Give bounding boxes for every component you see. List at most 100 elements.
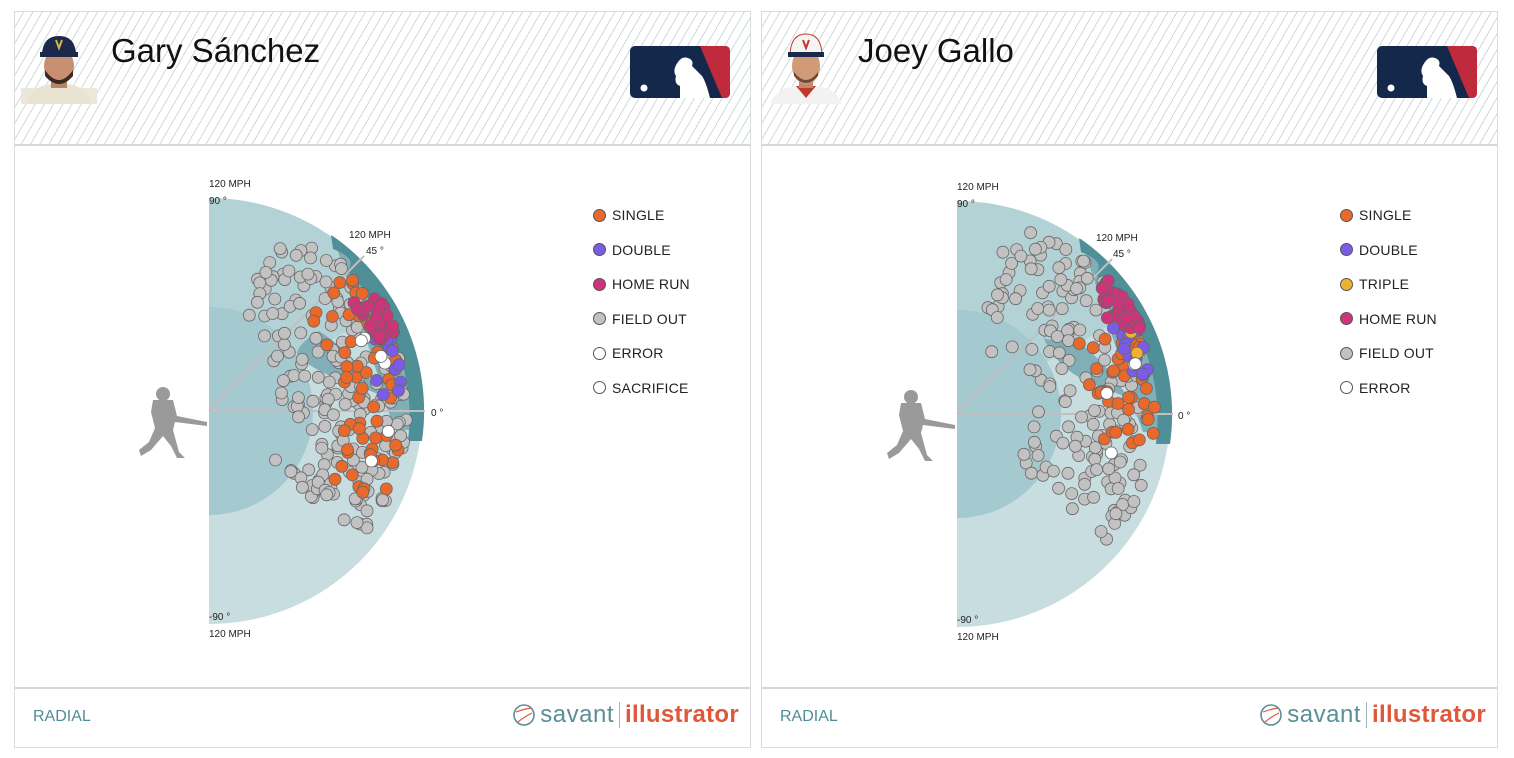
batted-ball-dot[interactable] — [1113, 455, 1127, 469]
batted-ball-dot[interactable] — [337, 513, 351, 527]
batted-ball-dot[interactable] — [325, 310, 339, 323]
batted-ball-dot[interactable] — [369, 431, 383, 445]
batted-ball-dot[interactable] — [1127, 468, 1141, 482]
batted-ball-dot[interactable] — [985, 345, 999, 359]
batted-ball-dot[interactable] — [1121, 422, 1135, 436]
batted-ball-dot[interactable] — [374, 349, 388, 363]
batted-ball-dot[interactable] — [340, 360, 354, 374]
batted-ball-dot[interactable] — [242, 308, 256, 322]
batted-ball-dot[interactable] — [1014, 249, 1028, 263]
batted-ball-dot[interactable] — [1031, 302, 1045, 315]
batted-ball-dot[interactable] — [278, 326, 291, 340]
batted-ball-dot[interactable] — [318, 419, 332, 433]
batted-ball-dot[interactable] — [295, 352, 309, 366]
batted-ball-dot[interactable] — [1086, 417, 1100, 431]
batted-ball-dot[interactable] — [1062, 420, 1075, 434]
batted-ball-dot[interactable] — [291, 391, 305, 405]
batted-ball-dot[interactable] — [372, 329, 386, 343]
batted-ball-dot[interactable] — [1078, 477, 1092, 491]
batted-ball-dot[interactable] — [1135, 367, 1149, 381]
batted-ball-dot[interactable] — [1146, 426, 1160, 440]
batted-ball-dot[interactable] — [1042, 279, 1056, 293]
legend-item-field-out[interactable]: FIELD OUT — [1340, 336, 1437, 371]
batted-ball-dot[interactable] — [355, 382, 369, 395]
batted-ball-dot[interactable] — [355, 460, 369, 474]
legend-item-triple[interactable]: TRIPLE — [1340, 267, 1437, 302]
batted-ball-dot[interactable] — [1104, 446, 1118, 460]
batted-ball-dot[interactable] — [1077, 254, 1091, 268]
batted-ball-dot[interactable] — [391, 384, 405, 398]
batted-ball-dot[interactable] — [361, 299, 375, 313]
batted-ball-dot[interactable] — [282, 264, 296, 278]
batted-ball-dot[interactable] — [1052, 481, 1066, 495]
batted-ball-dot[interactable] — [1079, 294, 1093, 308]
batted-ball-dot[interactable] — [250, 295, 264, 309]
legend-item-double[interactable]: DOUBLE — [593, 233, 690, 268]
batted-ball-dot[interactable] — [1073, 323, 1087, 337]
batted-ball-dot[interactable] — [380, 309, 394, 323]
batted-ball-dot[interactable] — [1100, 311, 1114, 325]
batted-ball-dot[interactable] — [360, 504, 374, 518]
batted-ball-dot[interactable] — [1088, 441, 1102, 455]
batted-ball-dot[interactable] — [1102, 462, 1116, 476]
batted-ball-dot[interactable] — [319, 254, 333, 267]
batted-ball-dot[interactable] — [996, 245, 1010, 259]
batted-ball-dot[interactable] — [1062, 334, 1075, 348]
batted-ball-dot[interactable] — [266, 307, 280, 320]
batted-ball-dot[interactable] — [1052, 261, 1066, 275]
batted-ball-dot[interactable] — [1061, 466, 1075, 480]
batted-ball-dot[interactable] — [1058, 395, 1072, 409]
batted-ball-dot[interactable] — [369, 310, 383, 324]
batted-ball-dot[interactable] — [1005, 257, 1019, 270]
batted-ball-dot[interactable] — [1055, 362, 1069, 376]
batted-ball-dot[interactable] — [1032, 405, 1045, 419]
batted-ball-dot[interactable] — [1056, 436, 1070, 450]
batted-ball-dot[interactable] — [354, 334, 368, 348]
batted-ball-dot[interactable] — [1109, 425, 1123, 439]
batted-ball-dot[interactable] — [350, 516, 364, 530]
batted-ball-dot[interactable] — [1086, 341, 1100, 355]
batted-ball-dot[interactable] — [1023, 363, 1037, 377]
batted-ball-dot[interactable] — [1101, 294, 1115, 308]
batted-ball-dot[interactable] — [294, 326, 308, 340]
batted-ball-dot[interactable] — [258, 329, 271, 343]
batted-ball-dot[interactable] — [345, 468, 359, 482]
batted-ball-dot[interactable] — [1127, 495, 1141, 508]
batted-ball-dot[interactable] — [346, 273, 359, 287]
batted-ball-dot[interactable] — [268, 292, 282, 306]
batted-ball-dot[interactable] — [999, 273, 1013, 287]
legend-item-single[interactable]: SINGLE — [1340, 198, 1437, 233]
batted-ball-dot[interactable] — [376, 493, 390, 507]
batted-ball-dot[interactable] — [340, 371, 354, 384]
batted-ball-dot[interactable] — [259, 266, 273, 279]
batted-ball-dot[interactable] — [1133, 321, 1147, 335]
batted-ball-dot[interactable] — [1028, 242, 1042, 256]
batted-ball-dot[interactable] — [326, 408, 340, 422]
batted-ball-dot[interactable] — [1095, 281, 1109, 295]
batted-ball-dot[interactable] — [1031, 448, 1045, 462]
batted-ball-dot[interactable] — [307, 314, 321, 328]
batted-ball-dot[interactable] — [1062, 353, 1076, 367]
legend-item-error[interactable]: ERROR — [593, 336, 690, 371]
batted-ball-dot[interactable] — [1065, 487, 1079, 501]
batted-ball-dot[interactable] — [269, 453, 282, 467]
batted-ball-dot[interactable] — [292, 410, 305, 424]
batted-ball-dot[interactable] — [370, 414, 384, 428]
batted-ball-dot[interactable] — [1050, 330, 1064, 343]
legend-item-error[interactable]: ERROR — [1340, 371, 1437, 406]
batted-ball-dot[interactable] — [1017, 447, 1031, 461]
batted-ball-dot[interactable] — [328, 472, 342, 486]
batted-ball-dot[interactable] — [273, 242, 287, 255]
batted-ball-dot[interactable] — [385, 344, 399, 358]
batted-ball-dot[interactable] — [1046, 464, 1060, 478]
batted-ball-dot[interactable] — [1141, 412, 1155, 426]
batted-ball-dot[interactable] — [1052, 346, 1066, 360]
batted-ball-dot[interactable] — [1098, 332, 1112, 346]
batted-ball-dot[interactable] — [1122, 390, 1136, 404]
batted-ball-dot[interactable] — [1024, 466, 1038, 480]
batted-ball-dot[interactable] — [1122, 402, 1135, 416]
batted-ball-dot[interactable] — [341, 443, 354, 457]
batted-ball-dot[interactable] — [309, 331, 323, 345]
batted-ball-dot[interactable] — [302, 463, 316, 477]
batted-ball-dot[interactable] — [289, 248, 303, 262]
